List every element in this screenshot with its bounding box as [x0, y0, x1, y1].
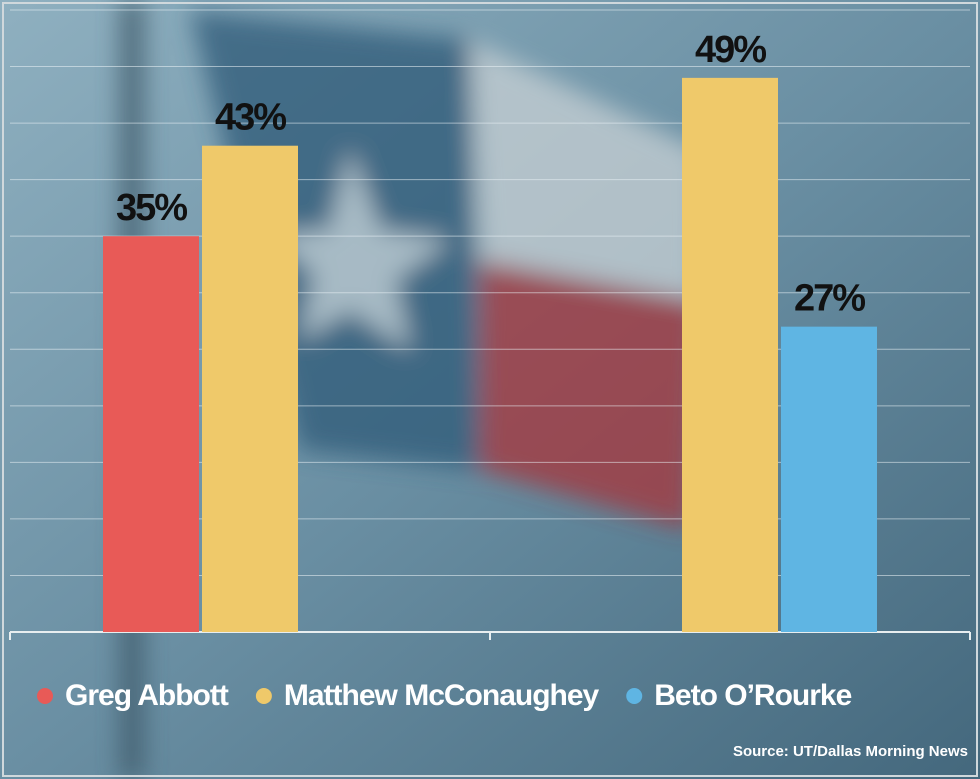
source: Source: UT/Dallas Morning News [733, 743, 968, 760]
legend-marker [37, 688, 53, 704]
bar [682, 77, 778, 632]
legend-label: Matthew McConaughey [284, 679, 600, 712]
bar [781, 326, 877, 632]
plot: 35% 43% 49% 27% Greg Abbott Matthew McConaugh… [9, 9, 971, 712]
bar [202, 145, 298, 632]
value-label: 27% [794, 278, 865, 320]
value-label: 49% [695, 29, 766, 71]
bar [103, 236, 199, 632]
legend-label: Beto O’Rourke [654, 679, 851, 712]
legend-marker [255, 688, 272, 704]
legend-marker [626, 688, 643, 704]
value-label: 43% [215, 97, 286, 139]
legend-label: Greg Abbott [65, 679, 229, 712]
value-label: 35% [116, 187, 187, 229]
